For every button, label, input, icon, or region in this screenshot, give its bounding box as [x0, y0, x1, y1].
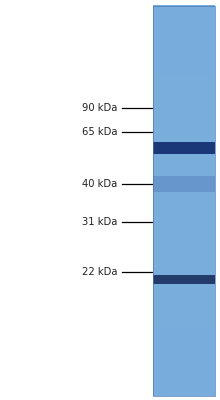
Bar: [153, 342, 214, 347]
Bar: [153, 64, 214, 69]
Bar: [153, 152, 214, 157]
Bar: [153, 78, 214, 84]
Text: 65 kDa: 65 kDa: [82, 127, 118, 137]
Bar: [153, 200, 214, 206]
Bar: [153, 156, 214, 162]
Bar: [153, 68, 214, 74]
Bar: [153, 54, 214, 60]
Bar: [153, 176, 214, 182]
Bar: [153, 308, 214, 313]
Bar: [153, 234, 214, 240]
Bar: [153, 283, 214, 289]
Bar: [153, 117, 214, 123]
Bar: [153, 132, 214, 138]
Bar: [153, 108, 214, 113]
Bar: [153, 268, 214, 274]
Bar: [153, 83, 214, 89]
Bar: [153, 88, 214, 94]
Bar: [153, 15, 214, 21]
Bar: [153, 181, 214, 186]
Bar: [153, 112, 214, 118]
Bar: [153, 186, 214, 191]
Bar: [153, 34, 214, 40]
Bar: [153, 298, 214, 303]
Bar: [153, 244, 214, 250]
Bar: [153, 239, 214, 245]
Bar: [153, 210, 214, 216]
Bar: [153, 366, 214, 372]
Bar: [153, 44, 214, 50]
Text: 90 kDa: 90 kDa: [82, 103, 118, 113]
Text: 22 kDa: 22 kDa: [82, 267, 118, 277]
Bar: [153, 220, 214, 225]
Bar: [153, 103, 214, 108]
Bar: [153, 322, 214, 328]
Bar: [153, 142, 214, 154]
Bar: [153, 224, 214, 230]
Bar: [153, 254, 214, 260]
Bar: [153, 146, 214, 152]
Bar: [153, 195, 214, 201]
Bar: [153, 10, 214, 16]
Bar: [153, 356, 214, 362]
Bar: [153, 275, 214, 284]
Bar: [153, 332, 214, 338]
Bar: [153, 98, 214, 104]
Bar: [153, 351, 214, 357]
Bar: [153, 264, 214, 269]
Bar: [153, 142, 214, 147]
Text: 40 kDa: 40 kDa: [82, 179, 118, 189]
Bar: [153, 25, 214, 30]
Bar: [153, 122, 214, 128]
Bar: [153, 302, 214, 308]
Bar: [153, 346, 214, 352]
Bar: [153, 176, 214, 192]
Bar: [153, 20, 214, 26]
Bar: [153, 190, 214, 196]
Bar: [153, 278, 214, 284]
Bar: [153, 161, 214, 167]
Bar: [153, 376, 214, 381]
Bar: [153, 215, 214, 220]
Bar: [153, 59, 214, 64]
Bar: [153, 249, 214, 255]
Bar: [153, 361, 214, 367]
Text: 31 kDa: 31 kDa: [82, 217, 118, 227]
Bar: [153, 74, 214, 79]
Bar: [153, 288, 214, 294]
Bar: [153, 273, 214, 279]
Bar: [153, 390, 214, 396]
Bar: [153, 30, 214, 35]
Bar: [153, 127, 214, 133]
Bar: [153, 293, 214, 298]
Bar: [153, 5, 214, 11]
Bar: [153, 371, 214, 376]
Bar: [153, 386, 214, 391]
Bar: [153, 327, 214, 333]
Bar: [153, 93, 214, 99]
Bar: [153, 259, 214, 264]
Bar: [153, 317, 214, 323]
Bar: [153, 39, 214, 45]
Bar: [153, 6, 214, 396]
Bar: [153, 312, 214, 318]
Bar: [153, 205, 214, 211]
Bar: [153, 171, 214, 177]
Bar: [153, 166, 214, 172]
Bar: [153, 337, 214, 342]
Bar: [153, 230, 214, 235]
Bar: [153, 49, 214, 55]
Bar: [153, 380, 214, 386]
Bar: [153, 137, 214, 142]
